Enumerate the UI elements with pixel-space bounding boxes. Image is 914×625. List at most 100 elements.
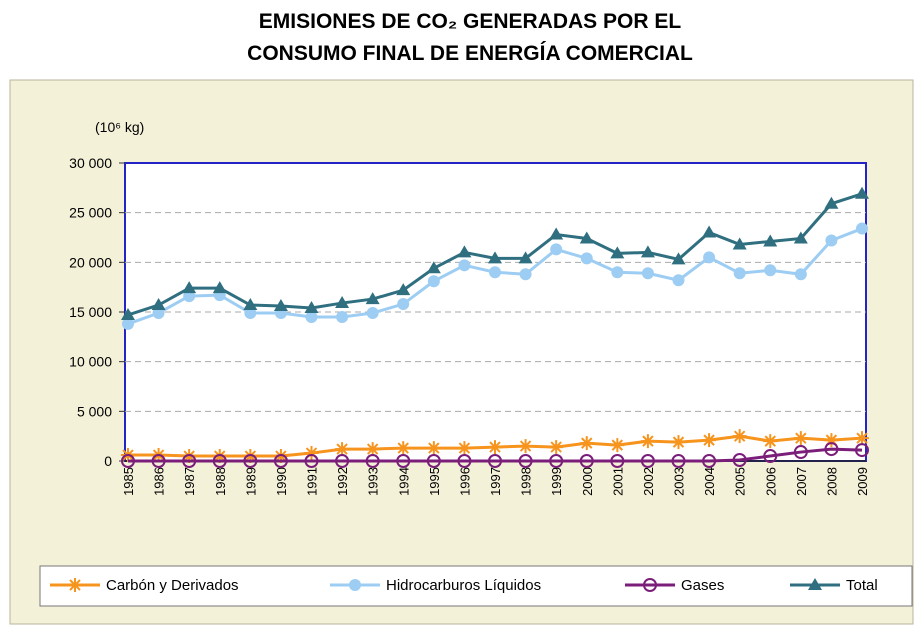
marker [793,231,808,244]
x-tick-label: 2009 [855,467,870,496]
marker [488,454,502,468]
x-tick-label: 1999 [549,467,564,496]
x-tick-label: 2003 [672,467,687,496]
y-axis-label: (10⁶ kg) [95,119,144,135]
marker [457,441,472,456]
marker [212,454,227,468]
marker [671,454,686,468]
marker [702,454,717,468]
marker [643,578,657,592]
marker [426,454,441,468]
marker [488,251,502,264]
marker [122,317,134,330]
marker [335,296,350,309]
x-tick-label: 1998 [519,467,534,496]
marker [793,431,808,446]
marker [212,449,227,464]
x-tick-label: 2008 [824,467,839,496]
marker [305,310,318,323]
y-tick-label: 5 000 [77,403,112,419]
x-tick-label: 1985 [121,467,136,496]
marker [610,246,625,259]
x-tick-label: 1993 [366,467,381,496]
x-tick-label: 1988 [213,467,228,496]
marker [549,227,564,240]
x-tick-label: 1989 [243,467,258,496]
x-tick-label: 1990 [274,467,289,496]
marker [610,454,625,468]
marker [579,454,594,468]
marker [121,307,135,320]
marker [671,435,686,450]
marker [397,298,410,311]
y-tick-label: 30 000 [69,155,112,171]
x-tick-label: 2000 [580,467,595,496]
marker [611,266,624,279]
marker [243,454,258,468]
marker [457,454,472,468]
legend-label: Carbón y Derivados [106,577,239,594]
marker [794,268,807,281]
marker [549,440,564,455]
marker [366,306,379,319]
x-tick-label: 2006 [763,467,778,496]
legend [39,565,913,607]
marker [396,454,411,468]
marker [273,299,288,312]
x-tick-label: 2007 [794,467,809,496]
chart-title: CONSUMO FINAL DE ENERGÍA COMERCIAL [247,42,693,65]
x-tick-label: 1992 [335,467,350,496]
legend-label: Total [846,577,878,594]
marker [672,274,685,287]
marker [702,225,717,238]
x-tick-label: 2004 [702,467,717,496]
marker [365,442,380,457]
marker [855,186,869,199]
marker [243,449,258,464]
marker [793,445,808,460]
marker [640,245,655,258]
marker [458,259,471,272]
marker [427,275,440,288]
marker [519,268,532,281]
marker [349,579,361,591]
marker [550,243,563,256]
y-tick-label: 10 000 [69,354,112,370]
marker [488,440,502,455]
marker [304,454,319,468]
marker [610,438,625,453]
legend-label: Hidrocarburos Líquidos [386,577,541,594]
marker [824,196,839,209]
marker [518,439,533,454]
marker [808,578,822,590]
chart-title: EMISIONES DE CO₂ GENERADAS POR EL [259,10,682,33]
marker [335,454,350,468]
legend-label: Gases [681,577,724,594]
marker [151,454,166,468]
marker [825,234,838,247]
series-line [128,447,863,463]
marker [640,454,655,468]
marker [824,442,839,457]
marker [365,292,380,305]
y-tick-label: 15 000 [69,304,112,320]
marker [518,251,533,264]
marker [212,281,227,294]
marker [426,441,441,456]
marker [703,251,716,264]
marker [763,434,778,449]
marker [732,453,747,468]
y-tick-label: 0 [104,453,112,469]
marker [733,267,746,280]
marker [336,310,349,323]
marker [579,436,594,451]
marker [641,267,654,280]
x-tick-label: 1994 [396,467,411,496]
x-tick-label: 1987 [182,467,197,496]
marker [518,454,533,468]
marker [764,264,777,277]
marker [365,454,380,468]
x-tick-label: 1986 [152,467,167,496]
marker [579,231,594,244]
